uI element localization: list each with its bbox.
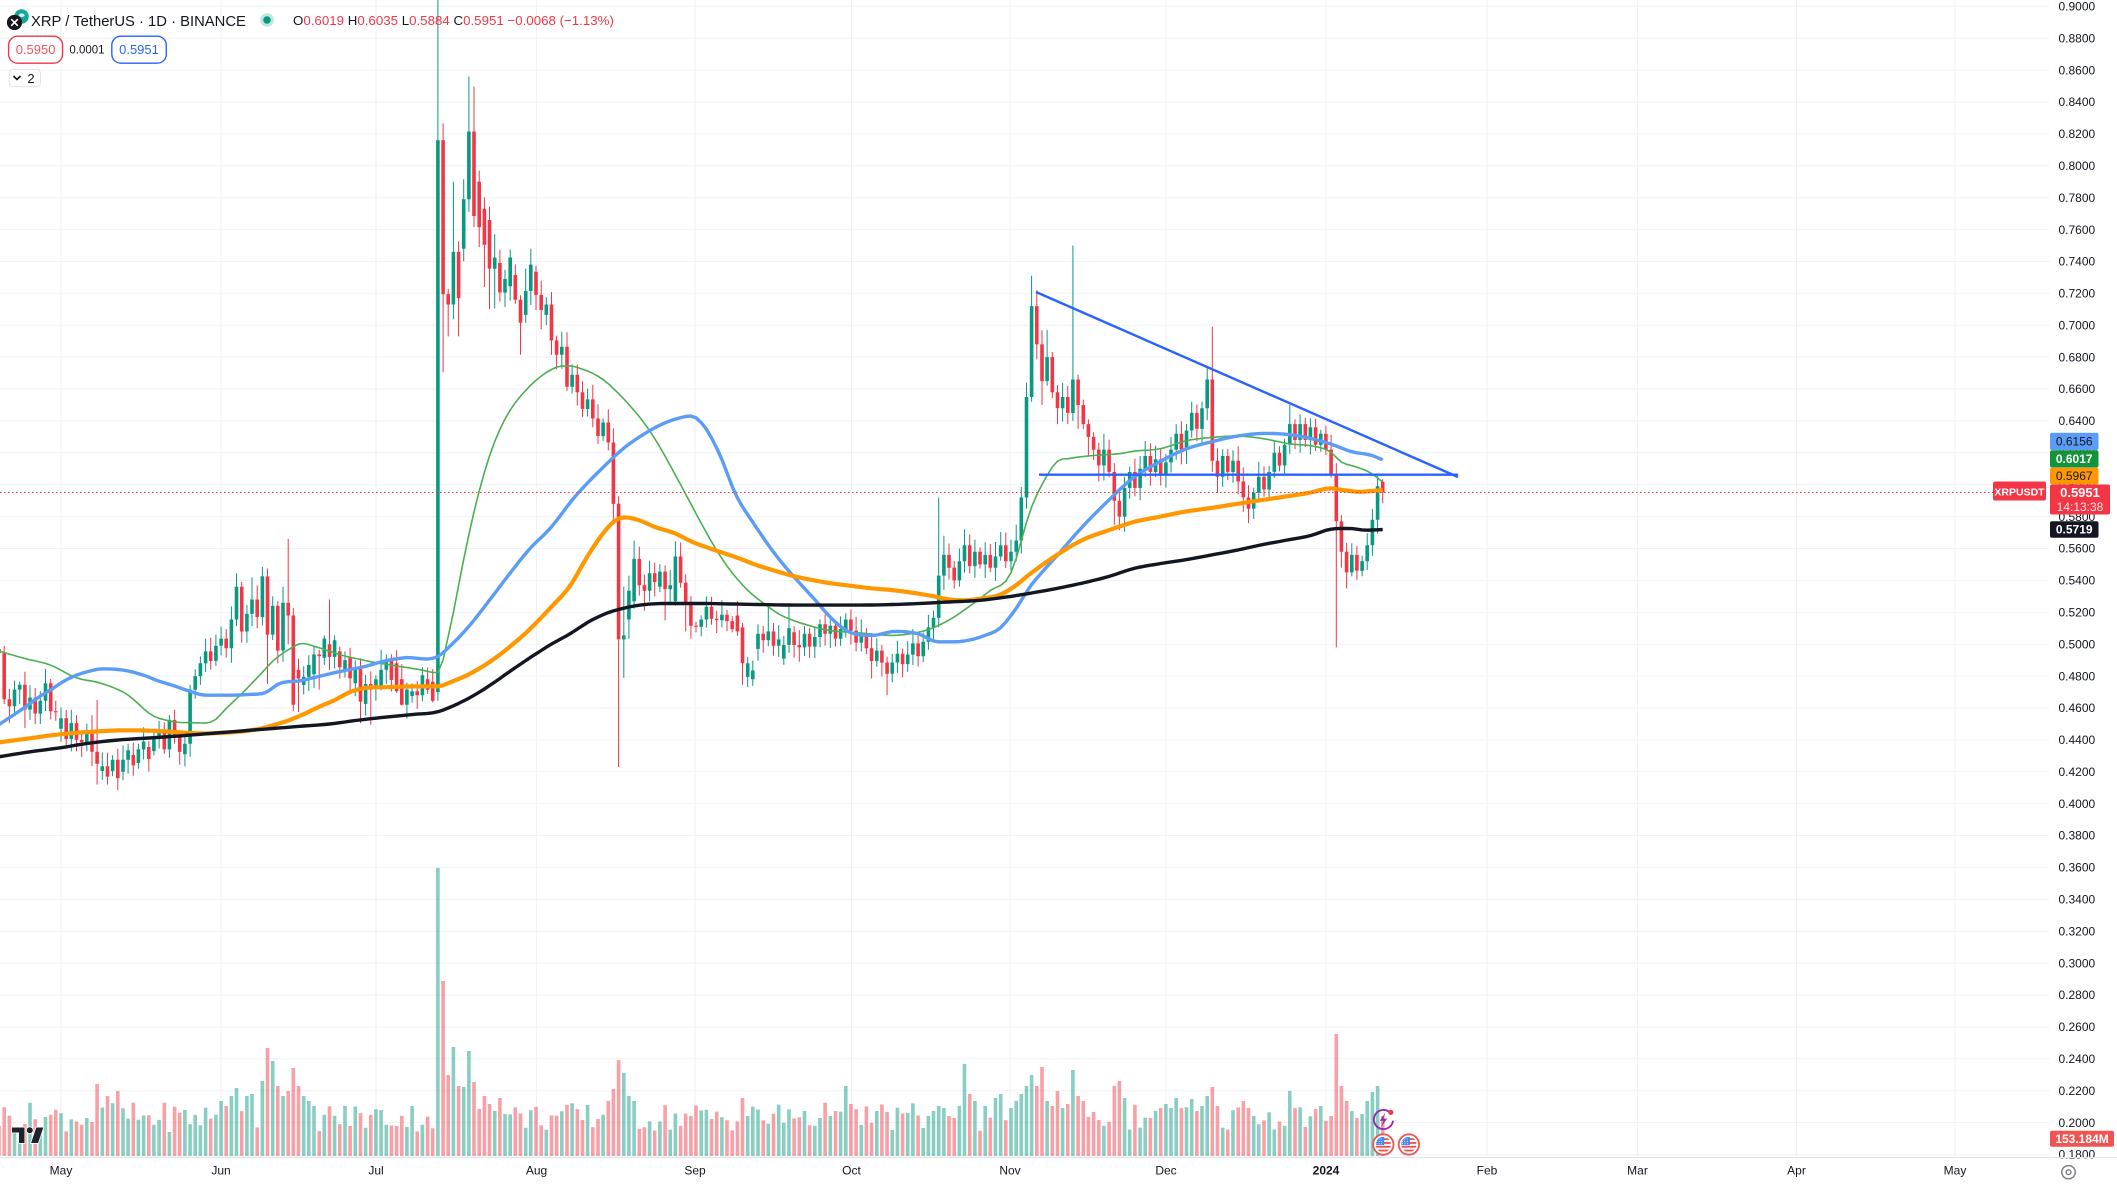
svg-text:0.4600: 0.4600	[2059, 701, 2096, 715]
svg-text:Apr: Apr	[1787, 1164, 1806, 1178]
svg-text:0.4400: 0.4400	[2059, 733, 2096, 747]
svg-text:0.2800: 0.2800	[2059, 988, 2096, 1002]
svg-text:0.2400: 0.2400	[2059, 1052, 2096, 1066]
svg-text:0.5967: 0.5967	[2056, 469, 2093, 483]
svg-text:0.4200: 0.4200	[2059, 765, 2096, 779]
svg-text:Jul: Jul	[368, 1164, 383, 1178]
svg-text:0.7800: 0.7800	[2059, 191, 2096, 205]
svg-text:0.6600: 0.6600	[2059, 382, 2096, 396]
svg-text:0.5951: 0.5951	[2060, 485, 2100, 500]
svg-text:0.2000: 0.2000	[2059, 1116, 2096, 1130]
svg-text:0.5400: 0.5400	[2059, 574, 2096, 588]
svg-text:0.2200: 0.2200	[2059, 1084, 2096, 1098]
svg-text:0.7600: 0.7600	[2059, 223, 2096, 237]
svg-text:XRP / TetherUS · 1D · BINANCE: XRP / TetherUS · 1D · BINANCE	[31, 14, 246, 30]
svg-text:0.7000: 0.7000	[2059, 318, 2096, 332]
svg-text:0.5950: 0.5950	[16, 42, 56, 57]
svg-text:0.7200: 0.7200	[2059, 287, 2096, 301]
svg-text:0.4800: 0.4800	[2059, 669, 2096, 683]
svg-text:O0.6019 H0.6035 L0.5884 C0.595: O0.6019 H0.6035 L0.5884 C0.5951 −0.0068 …	[293, 13, 614, 28]
svg-text:0.5000: 0.5000	[2059, 637, 2096, 651]
svg-text:XRPUSDT: XRPUSDT	[1994, 487, 2045, 499]
svg-text:2: 2	[27, 71, 34, 86]
svg-text:May: May	[50, 1164, 73, 1178]
svg-text:Nov: Nov	[999, 1164, 1020, 1178]
svg-text:0.6400: 0.6400	[2059, 414, 2096, 428]
svg-text:Sep: Sep	[684, 1164, 706, 1178]
svg-text:0.3000: 0.3000	[2059, 956, 2096, 970]
svg-text:0.2600: 0.2600	[2059, 1020, 2096, 1034]
svg-text:0.7400: 0.7400	[2059, 255, 2096, 269]
svg-text:0.3600: 0.3600	[2059, 861, 2096, 875]
svg-text:0.3400: 0.3400	[2059, 893, 2096, 907]
svg-text:0.0001: 0.0001	[69, 45, 104, 57]
svg-text:0.4000: 0.4000	[2059, 797, 2096, 811]
svg-text:0.5600: 0.5600	[2059, 542, 2096, 556]
svg-text:Dec: Dec	[1155, 1164, 1176, 1178]
svg-text:0.5951: 0.5951	[119, 42, 159, 57]
svg-text:0.6156: 0.6156	[2056, 435, 2093, 449]
svg-text:0.1800: 0.1800	[2059, 1148, 2096, 1162]
svg-text:Oct: Oct	[842, 1164, 861, 1178]
svg-text:14:13:38: 14:13:38	[2057, 500, 2104, 514]
svg-text:Feb: Feb	[1477, 1164, 1498, 1178]
svg-text:0.6800: 0.6800	[2059, 350, 2096, 364]
svg-text:2024: 2024	[1313, 1164, 1340, 1178]
svg-text:0.8200: 0.8200	[2059, 127, 2096, 141]
svg-text:0.5200: 0.5200	[2059, 606, 2096, 620]
svg-text:Aug: Aug	[526, 1164, 547, 1178]
svg-text:Jun: Jun	[211, 1164, 230, 1178]
svg-text:0.3800: 0.3800	[2059, 829, 2096, 843]
svg-text:0.5719: 0.5719	[2056, 523, 2093, 537]
svg-text:0.3200: 0.3200	[2059, 924, 2096, 938]
svg-text:0.6017: 0.6017	[2056, 452, 2093, 466]
svg-text:0.9000: 0.9000	[2059, 0, 2096, 14]
svg-text:0.8600: 0.8600	[2059, 63, 2096, 77]
svg-text:0.8800: 0.8800	[2059, 31, 2096, 45]
svg-text:May: May	[1944, 1164, 1967, 1178]
svg-text:153.184M: 153.184M	[2055, 1132, 2108, 1146]
svg-text:Mar: Mar	[1627, 1164, 1648, 1178]
svg-text:0.8400: 0.8400	[2059, 95, 2096, 109]
svg-text:0.8000: 0.8000	[2059, 159, 2096, 173]
